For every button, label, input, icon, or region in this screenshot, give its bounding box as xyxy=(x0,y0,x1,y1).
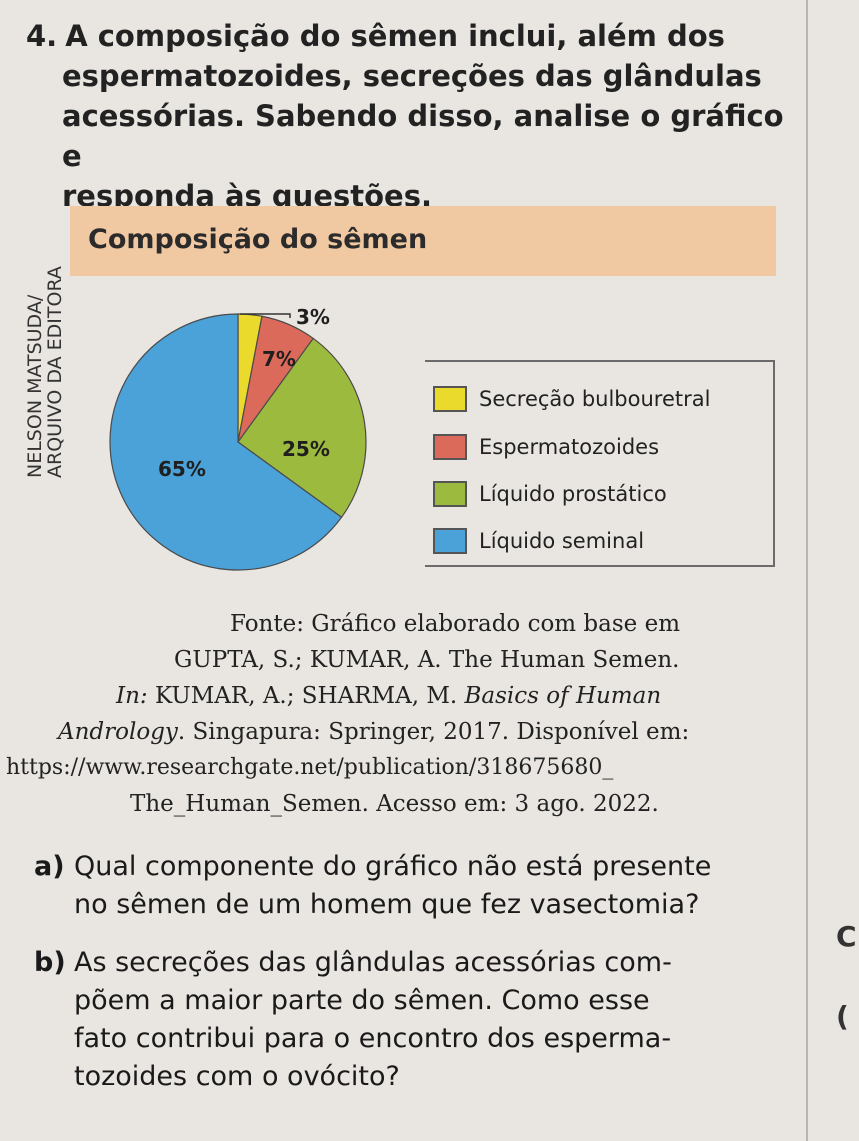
source-line-4: Andrology. Singapura: Springer, 2017. Di… xyxy=(58,714,689,750)
chart-title-band xyxy=(70,206,776,276)
legend-label-prostatico: Líquido prostático xyxy=(479,482,667,506)
pie-label-bulbouretral: 3% xyxy=(296,305,330,329)
source-authors: KUMAR, A.; SHARMA, M. xyxy=(147,683,465,709)
legend-item-bulbouretral: Secreção bulbouretral xyxy=(433,384,710,414)
sub-question-b-letter: b) xyxy=(34,947,66,978)
source-line-1: Fonte: Gráfico elaborado com base em xyxy=(230,611,681,637)
sub-question-b-line-4: tozoides com o ovócito? xyxy=(74,1061,400,1092)
pie-label-prostatico: 25% xyxy=(282,437,330,461)
question-line-1: A composição do sêmen inclui, além dos xyxy=(65,19,725,53)
pie-label-espermatozoides: 7% xyxy=(262,347,296,371)
source-line-6: The_Human_Semen. Acesso em: 3 ago. 2022. xyxy=(130,791,659,817)
source-book-title-2: Andrology xyxy=(58,719,178,745)
legend-swatch-bulbouretral xyxy=(433,386,467,412)
question-number: 4. xyxy=(26,19,58,53)
credit-line-1: NELSON MATSUDA/ xyxy=(24,294,46,478)
legend-swatch-seminal xyxy=(433,528,467,554)
source-url: https://www.researchgate.net/publication… xyxy=(6,755,614,780)
source-line-3: In: KUMAR, A.; SHARMA, M. Basics of Huma… xyxy=(116,678,661,714)
source-publisher: . Singapura: Springer, 2017. Disponível … xyxy=(177,719,690,745)
source-in: In: xyxy=(116,683,148,709)
page-edge-rule xyxy=(806,0,808,1141)
legend-item-seminal: Líquido seminal xyxy=(433,526,644,556)
legend-item-espermatozoides: Espermatozoides xyxy=(433,432,659,462)
question-line-2: espermatozoides, secreções das glândulas xyxy=(62,59,762,93)
sub-question-a-line-1: Qual componente do gráfico não está pres… xyxy=(74,851,712,882)
chart-legend: Secreção bulbouretral Espermatozoides Lí… xyxy=(425,360,775,567)
pie-slice-prostatico xyxy=(237,337,367,519)
source-line-2: GUPTA, S.; KUMAR, A. The Human Semen. xyxy=(174,647,680,673)
legend-label-espermatozoides: Espermatozoides xyxy=(479,435,660,459)
sub-question-b: b) As secreções das glândulas acessórias … xyxy=(34,944,794,1096)
legend-swatch-prostatico xyxy=(433,481,467,507)
legend-swatch-espermatozoides xyxy=(433,434,467,460)
sub-question-a-line-2: no sêmen de um homem que fez vasectomia? xyxy=(74,889,700,920)
leader-line-bulbouretral xyxy=(240,313,291,318)
pie-label-seminal: 65% xyxy=(158,457,206,481)
question-4: 4. A composição do sêmen inclui, além dos… xyxy=(26,16,796,216)
sub-question-a-letter: a) xyxy=(34,851,65,882)
question-line-3: acessórias. Sabendo disso, analise o grá… xyxy=(62,99,784,173)
legend-item-prostatico: Líquido prostático xyxy=(433,479,667,509)
source-book-title-1: Basics of Human xyxy=(464,683,662,709)
legend-label-seminal: Líquido seminal xyxy=(479,529,645,553)
pie-chart: 3%7% 25% 65% xyxy=(109,305,367,571)
legend-label-bulbouretral: Secreção bulbouretral xyxy=(479,387,711,411)
sub-question-b-line-3: fato contribui para o encontro dos esper… xyxy=(74,1023,672,1054)
sub-question-b-line-2: põem a maior parte do sêmen. Como esse xyxy=(74,985,650,1016)
pie-slice-seminal xyxy=(109,313,343,571)
side-mark-1: C xyxy=(836,920,857,953)
credit-line-2: ARQUIVO DA EDITORA xyxy=(44,266,66,478)
image-credit: NELSON MATSUDA/ ARQUIVO DA EDITORA xyxy=(22,250,70,480)
sub-question-b-line-1: As secreções das glândulas acessórias co… xyxy=(74,947,672,978)
chart-title: Composição do sêmen xyxy=(88,224,428,255)
sub-question-a: a) Qual componente do gráfico não está pr… xyxy=(34,848,794,924)
side-mark-2: ( xyxy=(836,1000,849,1033)
